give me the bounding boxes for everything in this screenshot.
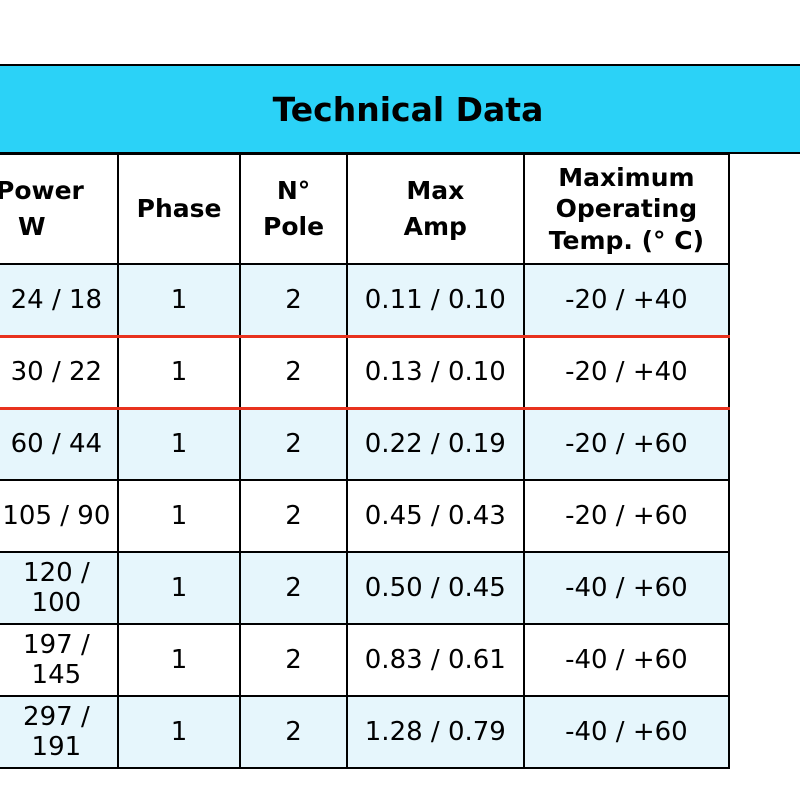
cell-phase: 1 — [116, 551, 242, 625]
table-row: 297 / 191 1 2 1.28 / 0.79 -40 / +60 — [0, 695, 731, 769]
cell-power: 297 / 191 — [0, 695, 119, 769]
cell-amp: 0.22 / 0.19 — [345, 407, 525, 481]
title-band: Technical Data — [0, 64, 800, 154]
header-amp-line-1: Max — [406, 175, 465, 205]
cell-temp: -20 / +40 — [522, 334, 731, 410]
cell-pole: 2 — [239, 479, 348, 553]
cell-phase: 1 — [116, 334, 242, 410]
cell-pole: 2 — [239, 334, 348, 410]
header-amp-line-2: Amp — [403, 212, 467, 241]
cell-temp: -40 / +60 — [522, 551, 731, 625]
cell-temp: -40 / +60 — [522, 623, 731, 697]
cell-power: 120 / 100 — [0, 551, 119, 625]
cell-power: 24 / 18 — [0, 263, 119, 337]
cell-phase: 1 — [116, 263, 242, 337]
cell-pole: 2 — [239, 695, 348, 769]
cell-amp: 0.50 / 0.45 — [345, 551, 525, 625]
header-pole-line-1: N° — [276, 175, 311, 205]
cell-amp: 0.11 / 0.10 — [345, 263, 525, 337]
header-pole-line-2: Pole — [263, 212, 325, 241]
header-temp: Maximum Operating Temp. (° C) — [522, 153, 731, 265]
header-power-line-2: W — [18, 212, 46, 241]
header-row: Power W Phase N° Pole Max Amp Maximum Op… — [0, 153, 731, 265]
cell-phase: 1 — [116, 407, 242, 481]
header-temp-line-1: Maximum — [558, 163, 695, 193]
table-row: 120 / 100 1 2 0.50 / 0.45 -40 / +60 — [0, 551, 731, 625]
table-title: Technical Data — [272, 89, 544, 129]
cell-temp: -40 / +60 — [522, 695, 731, 769]
cell-phase: 1 — [116, 479, 242, 553]
cell-amp: 1.28 / 0.79 — [345, 695, 525, 769]
cell-temp: -20 / +60 — [522, 407, 731, 481]
cell-power: 60 / 44 — [0, 407, 119, 481]
header-temp-line-2: Operating — [555, 194, 698, 224]
cell-amp: 0.83 / 0.61 — [345, 623, 525, 697]
header-temp-line-3: Temp. (° C) — [548, 225, 705, 255]
table-row-highlighted: 30 / 22 1 2 0.13 / 0.10 -20 / +40 — [0, 334, 731, 410]
header-power: Power W — [0, 153, 119, 265]
cell-pole: 2 — [239, 623, 348, 697]
cell-temp: -20 / +60 — [522, 479, 731, 553]
technical-data-table: Power W Phase N° Pole Max Amp Maximum Op… — [0, 153, 731, 769]
cell-power: 197 / 145 — [0, 623, 119, 697]
cell-amp: 0.13 / 0.10 — [345, 334, 525, 410]
table-row: 105 / 90 1 2 0.45 / 0.43 -20 / +60 — [0, 479, 731, 553]
cell-amp: 0.45 / 0.43 — [345, 479, 525, 553]
cell-power: 30 / 22 — [0, 334, 119, 410]
cell-phase: 1 — [116, 623, 242, 697]
table-row: 60 / 44 1 2 0.22 / 0.19 -20 / +60 — [0, 407, 731, 481]
cell-pole: 2 — [239, 263, 348, 337]
header-phase-line-1: Phase — [136, 193, 222, 223]
cell-pole: 2 — [239, 551, 348, 625]
header-power-line-1: Power — [0, 175, 84, 205]
header-pole: N° Pole — [239, 153, 348, 265]
cell-temp: -20 / +40 — [522, 263, 731, 337]
cell-power: 105 / 90 — [0, 479, 119, 553]
table-row: 24 / 18 1 2 0.11 / 0.10 -20 / +40 — [0, 263, 731, 337]
header-amp: Max Amp — [345, 153, 525, 265]
table-row: 197 / 145 1 2 0.83 / 0.61 -40 / +60 — [0, 623, 731, 697]
header-phase: Phase — [116, 153, 242, 265]
cell-phase: 1 — [116, 695, 242, 769]
cell-pole: 2 — [239, 407, 348, 481]
